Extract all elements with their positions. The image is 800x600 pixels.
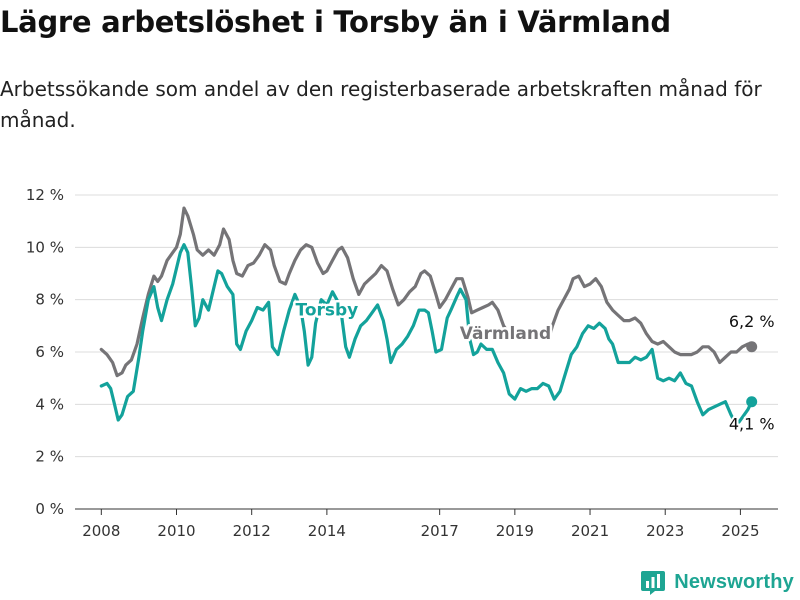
series-end-label: 6,2 %	[729, 312, 775, 331]
x-tick-label: 2021	[571, 522, 609, 540]
x-tick-label: 2025	[721, 522, 759, 540]
x-tick-label: 2014	[308, 522, 346, 540]
x-tick-label: 2019	[496, 522, 534, 540]
series-label-torsby: Torsby	[295, 300, 358, 320]
chart-subtitle: Arbetssökande som andel av den registerb…	[0, 77, 762, 132]
x-tick-label: 2008	[82, 522, 120, 540]
series-end-marker	[746, 396, 758, 408]
brand-logo[interactable]: Newsworthy	[640, 567, 794, 597]
y-tick-label: 4 %	[35, 395, 64, 413]
y-tick-label: 8 %	[35, 291, 64, 309]
y-tick-label: 10 %	[26, 238, 64, 256]
brand-name: Newsworthy	[674, 570, 794, 593]
y-tick-label: 6 %	[35, 343, 64, 361]
newsworthy-logo-icon	[641, 571, 666, 595]
series-end-label: 4,1 %	[729, 415, 775, 434]
series-end-marker	[746, 341, 758, 353]
y-tick-label: 12 %	[26, 186, 64, 204]
y-tick-label: 2 %	[35, 448, 64, 466]
y-tick-label: 0 %	[35, 500, 64, 518]
x-tick-label: 2023	[646, 522, 684, 540]
series-label-v-rmland: Värmland	[460, 324, 551, 344]
chart-title: Lägre arbetslöshet i Torsby än i Värmlan…	[0, 5, 671, 39]
x-tick-label: 2012	[233, 522, 271, 540]
series-line-v-rmland	[99, 206, 754, 378]
x-tick-label: 2010	[157, 522, 195, 540]
series-line-torsby	[99, 243, 754, 427]
x-tick-label: 2017	[421, 522, 459, 540]
